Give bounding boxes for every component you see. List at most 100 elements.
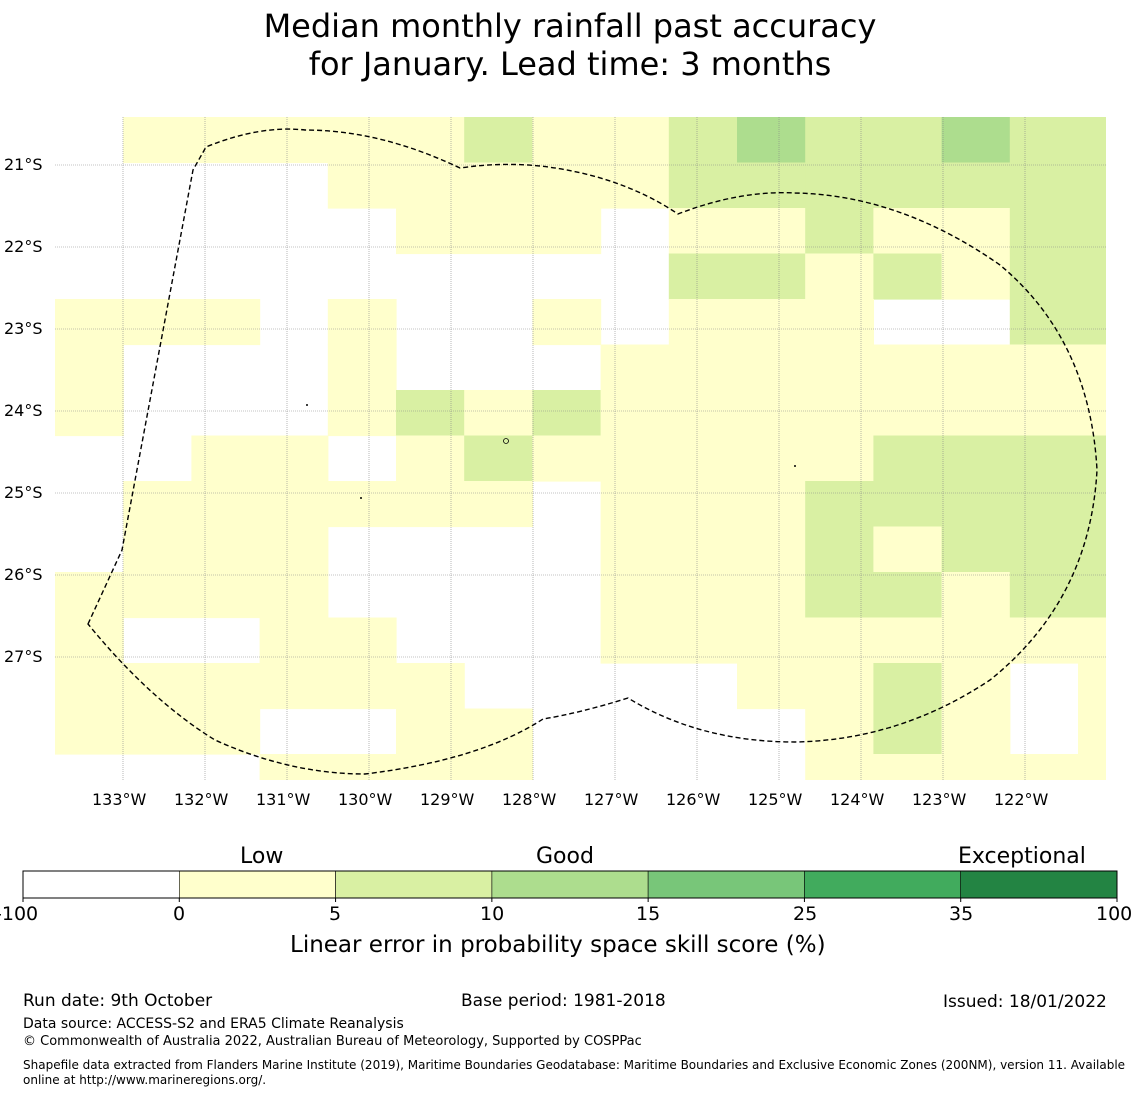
skill-cell [668,208,738,255]
skill-cell [191,708,261,755]
lat-label: 21°S [4,155,43,174]
skill-cell [327,754,397,780]
skill-cell [396,162,465,209]
skill-cell [737,617,806,664]
island-marker [794,465,796,467]
skill-cell [123,708,192,755]
lon-label: 122°W [994,790,1049,809]
lon-label: 130°W [338,790,393,809]
colorbar [22,870,1118,902]
skill-cell [259,117,329,164]
colorbar-segment [960,870,1118,899]
skill-cell [55,617,124,664]
skill-cell [941,526,1011,573]
skill-cell [941,663,1011,710]
lon-label: 132°W [174,790,229,809]
skill-cell [1078,208,1106,255]
skill-cell [55,390,124,437]
colorbar-segment [335,870,493,899]
skill-cell [941,253,1011,300]
skill-cell [805,526,874,573]
skill-cell [396,435,465,482]
skill-cell [259,617,329,664]
copyright: © Commonwealth of Australia 2022, Austra… [23,1034,642,1049]
skill-cell [259,526,329,573]
skill-cell [1078,117,1106,164]
skill-cell [805,572,874,619]
lon-label: 127°W [584,790,639,809]
colorbar-segment [647,870,805,899]
skill-cell [668,390,738,437]
skill-cell [259,663,329,710]
skill-cell [259,481,329,528]
skill-cell [941,617,1011,664]
skill-cell [668,617,738,664]
skill-cell [327,162,397,209]
skill-cell [805,617,874,664]
skill-cell [464,117,533,164]
lon-label: 128°W [502,790,557,809]
lat-label: 27°S [4,647,43,666]
skill-grid [55,117,1106,780]
run-date: Run date: 9th October [23,991,213,1011]
shapefile-credit-url: online at http://www.marineregions.org/. [23,1073,267,1087]
skill-cell [191,299,261,346]
skill-cell [737,162,806,209]
skill-cell [600,617,670,664]
skill-cell [737,663,806,710]
lat-label: 22°S [4,237,43,256]
lon-label: 129°W [420,790,475,809]
skill-cell [1009,754,1079,780]
skill-cell [259,435,329,482]
skill-cell [191,572,261,619]
skill-cell [464,390,533,437]
skill-cell [464,162,533,209]
skill-cell [805,299,874,346]
skill-cell [805,162,874,209]
skill-cell [55,344,124,391]
skill-cell [396,117,465,164]
skill-cell [805,754,874,780]
skill-cell [259,572,329,619]
skill-cell [737,117,806,164]
skill-cell [464,435,533,482]
skill-cell [191,481,261,528]
skill-cell [600,117,670,164]
colorbar-segment [22,870,180,899]
skill-cell [191,526,261,573]
skill-cell [532,117,602,164]
skill-cell [123,663,192,710]
skill-cell [873,162,943,209]
skill-cell [805,708,874,755]
colorbar-tick: 35 [949,903,974,925]
skill-cell [941,481,1011,528]
skill-cell [600,162,670,209]
colorbar-tick: 15 [636,903,661,925]
data-source: Data source: ACCESS-S2 and ERA5 Climate … [23,1016,404,1032]
skill-cell [941,344,1011,391]
skill-cell [600,572,670,619]
skill-cell [600,390,670,437]
skill-cell [873,572,943,619]
skill-cell [55,663,124,710]
skill-cell [737,208,806,255]
skill-cell [737,481,806,528]
skill-cell [1009,344,1079,391]
skill-cell [737,572,806,619]
skill-cell [737,526,806,573]
colorbar-label: Linear error in probability space skill … [290,932,826,958]
skill-cell [805,117,874,164]
skill-cell [1009,572,1079,619]
skill-cell [668,344,738,391]
lon-label: 126°W [666,790,721,809]
lon-label: 123°W [912,790,967,809]
skill-cell [873,435,943,482]
skill-cell [123,299,192,346]
skill-cell [805,208,874,255]
skill-cell [668,162,738,209]
skill-cell [668,481,738,528]
skill-cell [123,572,192,619]
skill-cell [941,708,1011,755]
skill-cell [600,435,670,482]
skill-cell [805,435,874,482]
